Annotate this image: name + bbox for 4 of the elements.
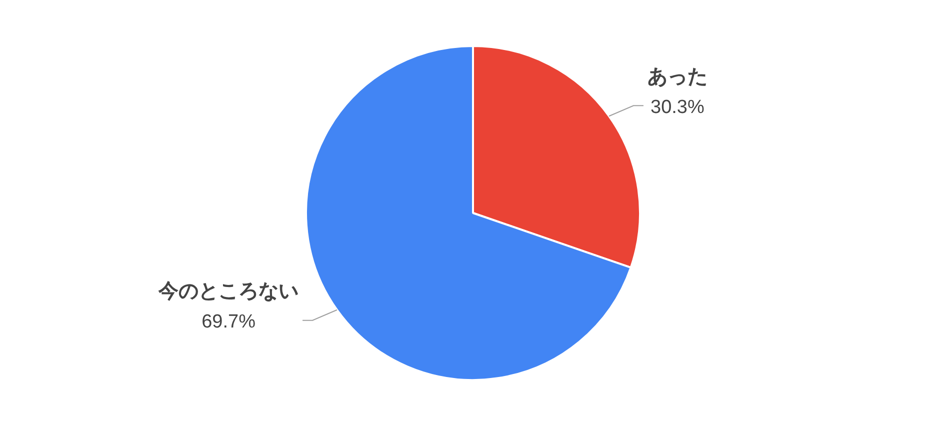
slice-label: あった: [647, 64, 708, 88]
data-label: 69.7%: [202, 312, 256, 333]
data-label: 30.3%: [650, 96, 705, 118]
slice-label: 今のところない: [158, 278, 299, 303]
